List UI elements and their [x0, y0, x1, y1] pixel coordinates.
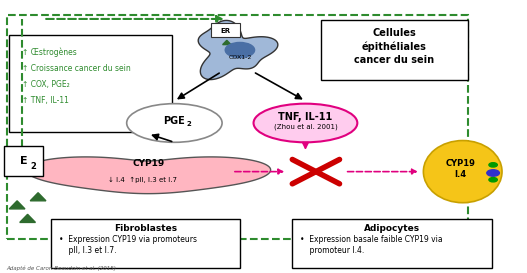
Text: •  Expression basale faible CYP19 via: • Expression basale faible CYP19 via: [300, 235, 443, 244]
Text: pII, I.3 et I.7.: pII, I.3 et I.7.: [59, 246, 116, 255]
Text: ↑ COX, PGE₂: ↑ COX, PGE₂: [22, 80, 70, 89]
Text: Cellules: Cellules: [373, 28, 416, 38]
Text: COX1-2: COX1-2: [228, 55, 251, 60]
Polygon shape: [30, 193, 46, 201]
Text: ↑ Œstrogènes: ↑ Œstrogènes: [22, 47, 77, 57]
Text: ↑ TNF, IL-11: ↑ TNF, IL-11: [22, 96, 69, 105]
Polygon shape: [198, 20, 278, 80]
Circle shape: [489, 163, 497, 167]
Polygon shape: [19, 214, 35, 222]
Text: promoteur I.4.: promoteur I.4.: [300, 246, 365, 255]
Text: ↓ I.4  ↑pII, I.3 et I.7: ↓ I.4 ↑pII, I.3 et I.7: [109, 177, 178, 183]
Circle shape: [487, 170, 500, 176]
Text: 2: 2: [30, 162, 36, 171]
FancyBboxPatch shape: [9, 35, 172, 132]
Ellipse shape: [423, 141, 502, 203]
Text: cancer du sein: cancer du sein: [355, 55, 435, 66]
Text: ↑ Croissance cancer du sein: ↑ Croissance cancer du sein: [22, 64, 131, 73]
Text: Adapté de Caron-Beaudoin et al. (2015): Adapté de Caron-Beaudoin et al. (2015): [7, 266, 116, 271]
Text: Adipocytes: Adipocytes: [364, 224, 420, 233]
FancyBboxPatch shape: [4, 146, 43, 176]
Text: CYP19: CYP19: [132, 159, 164, 168]
Polygon shape: [26, 157, 271, 194]
FancyBboxPatch shape: [211, 23, 240, 37]
Circle shape: [225, 43, 255, 58]
Text: 2: 2: [187, 121, 191, 127]
FancyBboxPatch shape: [51, 219, 240, 268]
Text: •  Expression CYP19 via promoteurs: • Expression CYP19 via promoteurs: [59, 235, 197, 244]
Text: I.4: I.4: [454, 170, 466, 179]
Polygon shape: [9, 201, 25, 209]
Ellipse shape: [253, 104, 357, 142]
Text: ER: ER: [221, 28, 231, 34]
Polygon shape: [222, 40, 231, 44]
Text: TNF, IL-11: TNF, IL-11: [278, 112, 333, 122]
Text: E: E: [20, 156, 27, 166]
FancyBboxPatch shape: [321, 20, 468, 80]
Text: épithéliales: épithéliales: [362, 42, 427, 52]
Ellipse shape: [126, 104, 222, 142]
Text: PGE: PGE: [163, 116, 186, 126]
Text: (Zhou et al. 2001): (Zhou et al. 2001): [274, 124, 337, 130]
Circle shape: [489, 177, 497, 182]
Text: CYP19: CYP19: [445, 159, 475, 168]
FancyBboxPatch shape: [292, 219, 492, 268]
Text: Fibroblastes: Fibroblastes: [114, 224, 177, 233]
